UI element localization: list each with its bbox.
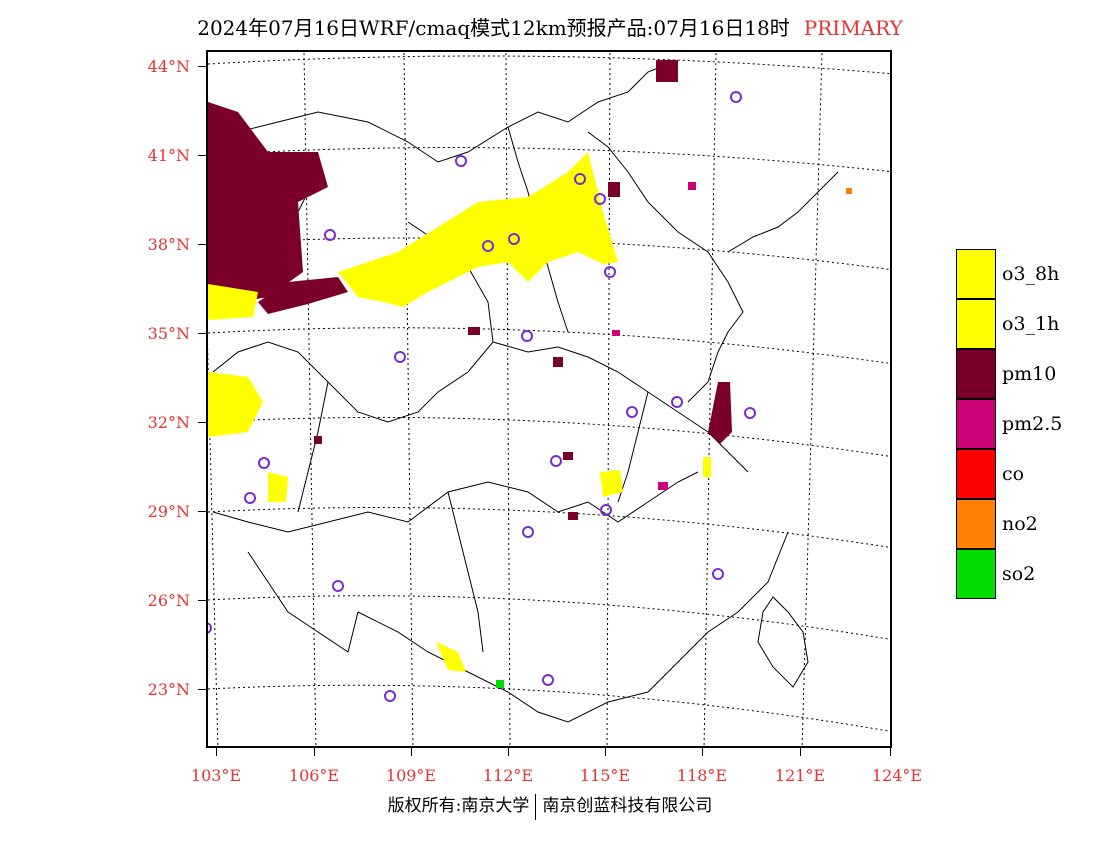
lon-label-118e: 118°E — [676, 766, 728, 785]
station-markers — [208, 91, 756, 702]
lon-label-106e: 106°E — [288, 766, 340, 785]
lat-tick — [198, 422, 206, 423]
lat-label-41n: 41°N — [147, 146, 190, 165]
legend-label: o3_8h — [1002, 263, 1060, 285]
lon-tick — [605, 748, 606, 756]
lon-tick — [702, 748, 703, 756]
legend-swatch — [956, 249, 996, 299]
lat-label-38n: 38°N — [147, 235, 190, 254]
title-text: 2024年07月16日WRF/cmaq模式12km预报产品:07月16日18时 — [197, 16, 790, 40]
lat-label-23n: 23°N — [147, 680, 190, 699]
lon-label-121e: 121°E — [774, 766, 826, 785]
copyright-footer: 版权所有:南京大学 南京创蓝科技有限公司 — [0, 791, 1100, 820]
lat-tick — [198, 66, 206, 67]
legend-swatch — [956, 549, 996, 599]
lon-tick — [508, 748, 509, 756]
primary-tag: PRIMARY — [803, 16, 903, 40]
legend-swatch — [956, 499, 996, 549]
lat-label-44n: 44°N — [147, 57, 190, 76]
lon-label-103e: 103°E — [190, 766, 242, 785]
copyright-right: 南京创蓝科技有限公司 — [542, 796, 713, 816]
map-title: 2024年07月16日WRF/cmaq模式12km预报产品:07月16日18时 P… — [0, 12, 1100, 41]
legend-label: co — [1002, 463, 1025, 485]
lon-tick — [800, 748, 801, 756]
lon-tick — [314, 748, 315, 756]
footer-divider — [535, 793, 537, 820]
lat-tick — [198, 333, 206, 334]
legend-label: o3_1h — [1002, 313, 1060, 335]
legend-swatch — [956, 399, 996, 449]
legend-swatch — [956, 299, 996, 349]
map-canvas — [208, 52, 890, 746]
legend-swatch — [956, 449, 996, 499]
legend-swatch — [956, 349, 996, 399]
lat-tick — [198, 689, 206, 690]
legend-label: no2 — [1002, 513, 1038, 535]
lat-label-26n: 26°N — [147, 591, 190, 610]
copyright-left: 版权所有:南京大学 — [387, 796, 530, 816]
lon-label-109e: 109°E — [385, 766, 437, 785]
lat-label-35n: 35°N — [147, 324, 190, 343]
pollutant-cells — [208, 60, 852, 688]
legend-label: pm10 — [1002, 363, 1057, 385]
lat-tick — [198, 244, 206, 245]
lat-label-32n: 32°N — [147, 413, 190, 432]
legend-label: pm2.5 — [1002, 413, 1063, 435]
lat-label-29n: 29°N — [147, 502, 190, 521]
lon-label-124e: 124°E — [871, 766, 923, 785]
lon-tick — [216, 748, 217, 756]
lat-tick — [198, 511, 206, 512]
lon-tick — [890, 748, 891, 756]
lon-tick — [411, 748, 412, 756]
lon-label-112e: 112°E — [482, 766, 534, 785]
lat-tick — [198, 155, 206, 156]
legend-label: so2 — [1002, 563, 1036, 585]
map-frame[interactable] — [206, 50, 892, 748]
lat-tick — [198, 600, 206, 601]
lon-label-115e: 115°E — [579, 766, 631, 785]
